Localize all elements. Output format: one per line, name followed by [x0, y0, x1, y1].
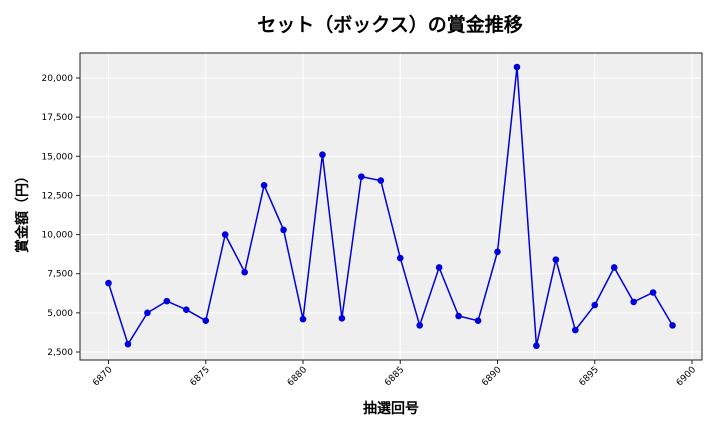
x-tick-label: 6890: [480, 365, 503, 388]
data-point-marker: [610, 264, 618, 271]
y-tick-label: 10,000: [42, 231, 74, 241]
data-point-marker: [474, 317, 482, 324]
y-tick-label: 2,500: [47, 348, 73, 358]
data-point-marker: [338, 315, 346, 322]
data-point-marker: [591, 301, 599, 309]
x-tick-label: 6900: [675, 365, 698, 388]
data-point-marker: [280, 226, 287, 234]
plot-frame: [79, 52, 703, 361]
series-line: [107, 66, 674, 346]
data-point-marker: [494, 248, 501, 256]
data-point-marker: [299, 315, 307, 323]
x-tick-label: 6875: [189, 365, 212, 388]
data-point-marker: [396, 254, 404, 262]
y-tick-label: 20,000: [42, 74, 74, 84]
y-tick-label: 17,500: [42, 113, 74, 123]
x-tick-label: 6895: [578, 365, 601, 388]
data-point-marker: [124, 340, 132, 348]
data-point-marker: [669, 322, 676, 329]
x-tick-label: 6885: [383, 365, 406, 388]
data-point-marker: [455, 312, 462, 320]
grid-lines: [80, 53, 702, 360]
data-point-marker: [552, 256, 560, 263]
data-point-marker: [163, 297, 171, 305]
data-point-marker: [358, 173, 365, 180]
y-tick-label: 12,500: [42, 191, 74, 201]
y-tick-label: 7,500: [47, 270, 73, 280]
data-point-marker: [260, 181, 268, 189]
data-point-marker: [435, 264, 443, 271]
data-point-marker: [241, 268, 248, 276]
data-point-marker: [105, 279, 112, 287]
data-point-marker: [377, 177, 385, 184]
x-axis-ticks: 6870 6875 6880 6885 6890 6895 6900: [91, 360, 698, 388]
data-point-marker: [319, 151, 326, 159]
chart-title: セット（ボックス）の賞金推移: [257, 14, 523, 36]
data-point-marker: [416, 322, 424, 329]
y-tick-label: 5,000: [47, 309, 73, 319]
data-point-marker: [144, 309, 151, 317]
plot-area: [80, 53, 702, 360]
data-point-marker: [533, 342, 540, 350]
x-tick-label: 6880: [286, 365, 309, 388]
data-point-marker: [513, 63, 521, 71]
y-axis-ticks: 2,500 5,000 7,500 10,000 12,500 15,000 17,500 2…: [42, 74, 80, 358]
x-axis-label: 抽選回号: [363, 400, 419, 417]
data-point-marker: [630, 298, 637, 306]
data-point-marker: [202, 317, 210, 324]
data-point-marker: [649, 289, 657, 296]
data-point-marker: [183, 306, 190, 314]
y-tick-label: 15,000: [42, 152, 74, 162]
data-point-marker: [221, 231, 229, 238]
y-axis-label: 賞金額（円）: [14, 169, 31, 253]
data-point-marker: [572, 326, 579, 334]
x-tick-label: 6870: [91, 365, 114, 388]
data-series: [105, 63, 676, 350]
